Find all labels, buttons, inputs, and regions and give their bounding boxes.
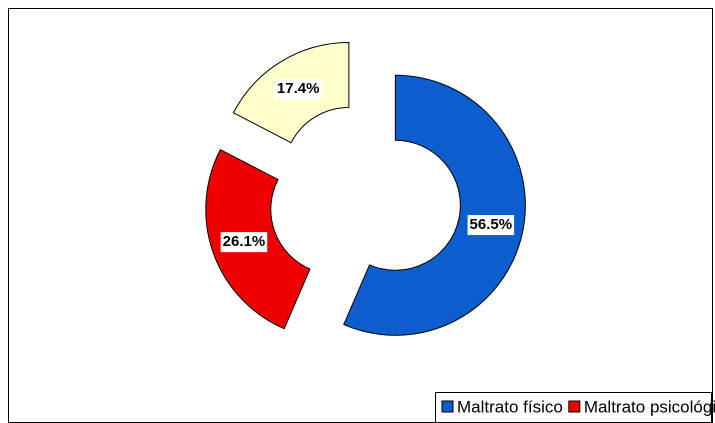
data-label-bg: [274, 79, 322, 100]
donut-segment: [343, 74, 526, 336]
data-label-bg: [467, 215, 515, 236]
chart-frame: [8, 8, 713, 423]
legend-swatch: [568, 400, 581, 413]
data-label: 56.5%: [470, 216, 513, 233]
data-label-bg: [220, 232, 268, 253]
data-label: 26.1%: [223, 233, 266, 250]
legend-label: Maltrato psicológico: [584, 397, 715, 416]
legend-label: Maltrato físico: [457, 397, 563, 416]
data-label: 17.4%: [277, 80, 320, 97]
legend-swatch: [441, 400, 454, 413]
